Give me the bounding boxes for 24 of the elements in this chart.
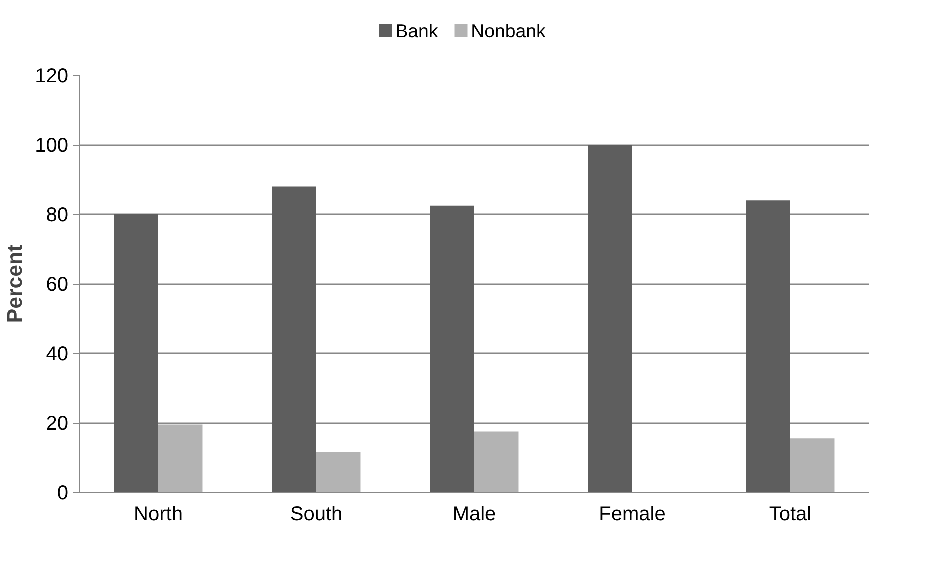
- y-tick-label: 20: [46, 413, 69, 435]
- bar: [474, 432, 519, 492]
- bar: [588, 145, 632, 492]
- bar: [114, 214, 158, 492]
- bar: [158, 424, 203, 492]
- x-tick-label: Female: [599, 504, 666, 526]
- y-tick-label: 60: [46, 274, 69, 296]
- x-tick-label: North: [134, 504, 183, 526]
- x-tick-label: South: [290, 504, 343, 526]
- legend-label: Nonbank: [471, 20, 546, 42]
- x-tick-label: Total: [769, 504, 812, 526]
- y-tick-label: 120: [35, 66, 69, 88]
- bar: [430, 206, 474, 492]
- bar: [316, 452, 361, 492]
- y-tick-label: 40: [46, 344, 69, 366]
- y-tick-label: 0: [57, 482, 68, 504]
- bar: [272, 186, 316, 492]
- bar: [746, 200, 790, 492]
- x-tick-label: Male: [452, 504, 496, 526]
- y-axis-title: Percent: [3, 244, 28, 324]
- legend-label: Bank: [396, 20, 439, 42]
- y-tick-label: 80: [46, 204, 69, 226]
- y-tick-label: 100: [35, 135, 69, 157]
- bar: [790, 438, 835, 492]
